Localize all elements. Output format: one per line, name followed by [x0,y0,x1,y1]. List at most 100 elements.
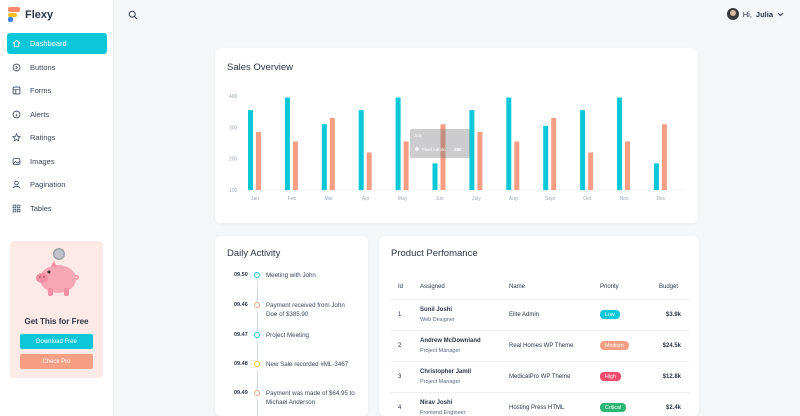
budget-value: $2.4k [665,405,681,411]
bar-series-1[interactable] [248,110,253,190]
bar-series-1[interactable] [506,97,512,190]
priority-badge: High [600,372,621,381]
bar-series-1[interactable] [617,97,622,190]
sidebar-nav: Dashboard Buttons Forms Alerts Ratings I… [7,33,107,221]
product-performance-title: Product Perfomance [391,248,478,259]
bar-series-2[interactable] [588,152,594,190]
sidebar-item-dashboard[interactable]: Dashboard [7,33,107,54]
x-tick-label: Oct [583,196,591,202]
product-name: Elite Admin [509,312,540,318]
budget-value: $12.8k [662,374,681,380]
sidebar-item-tables[interactable]: Tables [7,198,107,219]
sales-overview-card: Sales Overview 100 200 300 400 Jan Feb Mar Apr M… [215,48,698,223]
assignee-role: Project Manager [420,379,461,385]
sidebar-item-label: Tables [30,203,52,213]
info-icon [11,109,21,119]
x-tick-label: Dec [656,196,665,202]
y-tick-label: 300 [229,125,238,131]
download-free-button[interactable]: Download Free [20,334,93,349]
bar-series-1[interactable] [395,97,401,190]
sidebar-item-images[interactable]: Images [7,151,107,172]
product-performance-card: Product Perfomance Id Assigned Name Prio… [379,236,699,416]
form-icon [11,86,21,96]
sidebar-item-forms[interactable]: Forms [7,80,107,101]
bar-series-1[interactable] [580,110,586,190]
column-header-id: Id [398,284,404,290]
bar-series-1[interactable] [653,163,659,190]
timeline-dot-icon [254,361,260,367]
priority-badge: Medium [600,341,629,350]
bar-series-2[interactable] [661,124,667,190]
bar-series-2[interactable] [292,141,298,190]
table-row[interactable]: 3 Christopher Jamil Project Manager Medical… [391,361,689,392]
bar-series-2[interactable] [329,117,335,190]
bar-series-1[interactable] [358,110,364,190]
promo-card: Get This for Free Download Free Check Pr… [10,241,103,378]
table-row[interactable]: 4 Nirav Joshi Frontend Engineer Hosting Pre… [391,392,689,416]
row-id: 1 [398,312,402,318]
bar-series-2[interactable] [256,132,261,190]
user-name: Julia [755,9,773,19]
sales-overview-title: Sales Overview [227,62,293,73]
sidebar-item-buttons[interactable]: Buttons [7,57,107,78]
sidebar-item-ratings[interactable]: Ratings [7,127,107,148]
x-tick-label: July [472,196,481,202]
column-header-priority: Priority [600,284,619,290]
bar-series-1[interactable] [469,110,475,190]
bar-series-2[interactable] [551,117,557,190]
priority-badge: Low [600,310,620,319]
column-header-assigned: Assigned [420,284,445,290]
circle-icon [11,62,21,72]
row-id: 4 [398,405,402,411]
x-tick-label: Mar [324,196,333,202]
y-tick-label: 100 [229,188,238,194]
sidebar-item-label: Images [30,156,55,166]
bar-series-2[interactable] [477,132,483,190]
product-name: MedicalPro WP Theme [509,374,571,380]
activity-time: 09.50 [234,272,248,278]
bar-series-2[interactable] [403,141,409,190]
bar-series-1[interactable] [284,97,290,190]
chevron-down-icon [777,12,784,16]
bar-series-2[interactable] [625,141,630,190]
activity-text: Payment received from John Doe of $385.9… [266,302,345,318]
column-header-name: Name [509,284,526,290]
bar-series-2[interactable] [366,152,372,190]
bar-series-1[interactable] [543,125,549,190]
timeline-connector [256,281,258,302]
bar-series-1[interactable] [432,163,438,190]
timeline-dot-icon [254,390,260,396]
user-icon [11,180,21,190]
row-id: 3 [398,374,402,380]
sidebar-item-label: Buttons [30,62,56,72]
assignee-role: Web Designer [420,317,455,323]
sidebar-item-label: Ratings [30,133,56,142]
activity-text: Project Meeting [266,332,309,339]
x-tick-label: Nov [620,196,629,202]
table-row[interactable]: 1 Sunil Joshi Web Designer Elite Admin Low $3… [391,299,689,330]
bar-series-2[interactable] [440,124,446,190]
bar-series-1[interactable] [321,124,327,190]
sidebar-item-pagination[interactable]: Pagination [7,174,107,195]
x-tick-label: Jan [251,196,259,202]
sidebar-item-label: Forms [30,86,52,95]
greeting-text: Hi, [742,9,752,19]
table-row[interactable]: 2 Andrew McDownland Project Manager Real Ho… [391,330,689,361]
image-icon [11,156,21,166]
user-menu[interactable]: Hi, Julia [726,8,784,20]
timeline-connector [256,311,258,332]
x-tick-label: Apr [362,196,370,202]
timeline-connector [256,399,258,416]
sidebar-item-alerts[interactable]: Alerts [7,104,107,125]
grid-icon [11,203,21,213]
sidebar-item-label: Pagination [30,180,66,189]
timeline-dot-icon [254,272,260,278]
bar-series-2[interactable] [514,141,520,190]
tooltip-label: Pixel Admin [422,147,446,152]
assignee-name: Andrew McDownland [420,338,481,344]
timeline-connector [256,370,258,390]
brand-logo[interactable]: Flexy [8,7,53,22]
check-pro-button[interactable]: Check Pro [20,354,93,369]
chart-tooltip [410,129,470,158]
search-icon[interactable] [128,10,138,20]
